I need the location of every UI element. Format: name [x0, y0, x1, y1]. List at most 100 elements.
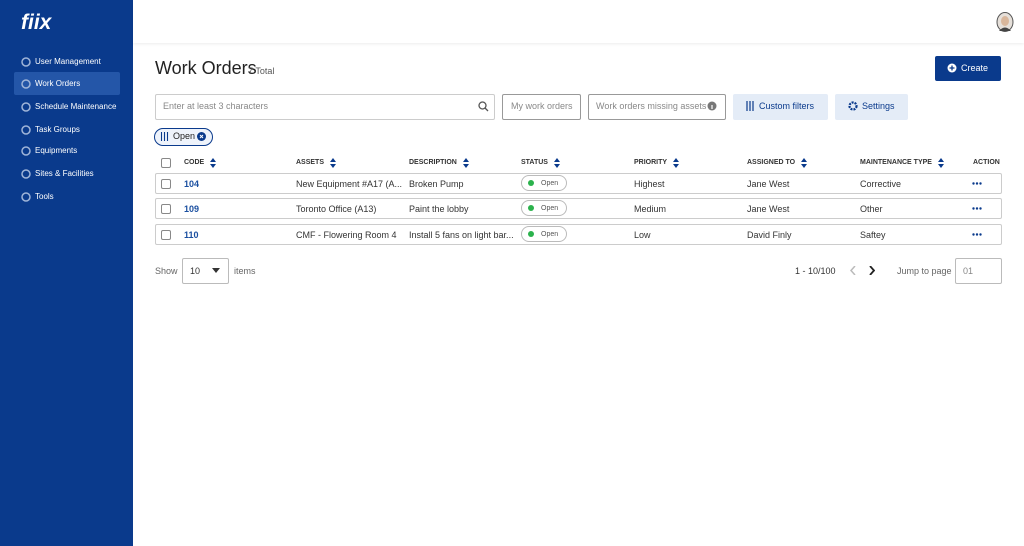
column-header[interactable]: ASSIGNED TO: [747, 159, 796, 166]
search-icon: [478, 101, 489, 112]
select-caret: [212, 268, 220, 273]
status-label: Open: [541, 205, 559, 212]
cell: Paint the lobby: [409, 204, 469, 214]
page-input[interactable]: [955, 258, 1002, 284]
page-input-value[interactable]: 01: [963, 266, 974, 276]
row-checkbox: [161, 179, 171, 189]
sort-icon: [673, 158, 680, 168]
action-menu: [972, 233, 982, 236]
column-header[interactable]: PRIORITY: [634, 159, 668, 166]
page-range: 1 - 10/100: [795, 266, 836, 276]
cell: Broken Pump: [409, 179, 464, 189]
page-size-value[interactable]: 10: [190, 266, 201, 276]
cell: Medium: [634, 204, 667, 214]
search-box[interactable]: [155, 94, 495, 120]
top-bar: [133, 0, 1024, 43]
code-link[interactable]: 110: [184, 230, 199, 240]
custom-filters-button[interactable]: [733, 94, 828, 120]
items-label: items: [234, 266, 256, 276]
table-row: [155, 173, 1002, 194]
prev-page: [850, 266, 856, 275]
status-dot: [528, 205, 534, 211]
filter-icon: [746, 101, 754, 111]
nav-active: [14, 72, 120, 95]
action-menu: [972, 207, 982, 210]
chip-filter-icon: [160, 132, 169, 141]
plus-icon: [947, 63, 957, 73]
nav-icon: [21, 125, 31, 135]
sort-icon: [330, 158, 337, 168]
cell: Low: [634, 230, 651, 240]
show-label: Show: [155, 266, 178, 276]
sort-icon: [553, 158, 560, 168]
cell: Corrective: [860, 179, 902, 189]
code-link[interactable]: 104: [184, 179, 200, 189]
nav-icon: [21, 169, 31, 179]
status-dot: [528, 231, 534, 237]
cell: Jane West: [747, 179, 790, 189]
nav-item[interactable]: Schedule Maintenance: [35, 102, 117, 111]
row-checkbox: [161, 230, 171, 240]
action-menu: [972, 182, 982, 185]
column-header[interactable]: CODE: [184, 159, 205, 166]
status-pill: [521, 175, 567, 191]
avatar[interactable]: [996, 12, 1014, 32]
column-header[interactable]: MAINTENANCE TYPE: [860, 159, 932, 166]
column-header: ACTION: [973, 159, 1000, 166]
page-title: Work Orders: [155, 58, 257, 78]
column-header[interactable]: STATUS: [521, 159, 548, 166]
header-checkbox: [161, 158, 171, 168]
cell: Saftey: [860, 230, 886, 240]
my-work-orders-label[interactable]: My work orders: [511, 101, 573, 111]
cell: Install 5 fans on light bar...: [409, 230, 514, 240]
gear-icon: [848, 101, 858, 111]
cell: David Finly: [747, 230, 792, 240]
table-row: [155, 224, 1002, 245]
filter-chip[interactable]: [154, 128, 213, 146]
nav-item[interactable]: Tools: [35, 192, 54, 201]
next-page: [869, 266, 875, 275]
total-count: 7 Total: [248, 66, 275, 76]
nav-icon: [21, 79, 31, 89]
page-size-select[interactable]: [182, 258, 229, 284]
cell: Toronto Office (A13): [296, 204, 377, 214]
status-dot: [528, 180, 534, 186]
cell: Highest: [634, 179, 665, 189]
missing-assets-label[interactable]: Work orders missing assets: [596, 101, 707, 111]
nav-item[interactable]: Sites & Facilities: [35, 169, 94, 178]
sort-icon: [210, 158, 217, 168]
column-header[interactable]: ASSETS: [296, 159, 325, 166]
custom-filters-label[interactable]: Custom filters: [759, 101, 815, 111]
info-icon: [707, 101, 717, 111]
status-label: Open: [541, 180, 559, 187]
sort-icon: [462, 158, 469, 168]
settings-label[interactable]: Settings: [862, 101, 895, 111]
sort-icon: [937, 158, 944, 168]
nav-icon: [21, 57, 31, 67]
nav-item[interactable]: Equipments: [35, 146, 78, 155]
nav-item[interactable]: Work Orders: [35, 79, 81, 88]
table-row: [155, 198, 1002, 219]
my-work-orders-button[interactable]: [502, 94, 581, 120]
chip-label: Open: [173, 131, 196, 141]
status-pill: [521, 226, 567, 242]
create-button[interactable]: [935, 56, 1001, 81]
search-placeholder: Enter at least 3 characters: [163, 101, 269, 111]
cell: New Equipment #A17 (A...: [296, 179, 403, 189]
nav-item[interactable]: Task Groups: [35, 125, 80, 134]
settings-button[interactable]: [835, 94, 908, 120]
create-label[interactable]: Create: [961, 63, 989, 73]
chip-remove: [197, 132, 206, 141]
nav-icon: [21, 192, 31, 202]
cell: Other: [860, 204, 883, 214]
missing-assets-button[interactable]: [588, 94, 726, 120]
logo[interactable]: fiix: [21, 11, 52, 34]
cell: Jane West: [747, 204, 790, 214]
cell: CMF - Flowering Room 4: [296, 230, 397, 240]
column-header[interactable]: DESCRIPTION: [409, 159, 457, 166]
nav-item[interactable]: User Management: [35, 57, 101, 66]
nav-icon: [21, 102, 31, 112]
code-link[interactable]: 109: [184, 204, 200, 214]
status-pill: [521, 200, 567, 216]
